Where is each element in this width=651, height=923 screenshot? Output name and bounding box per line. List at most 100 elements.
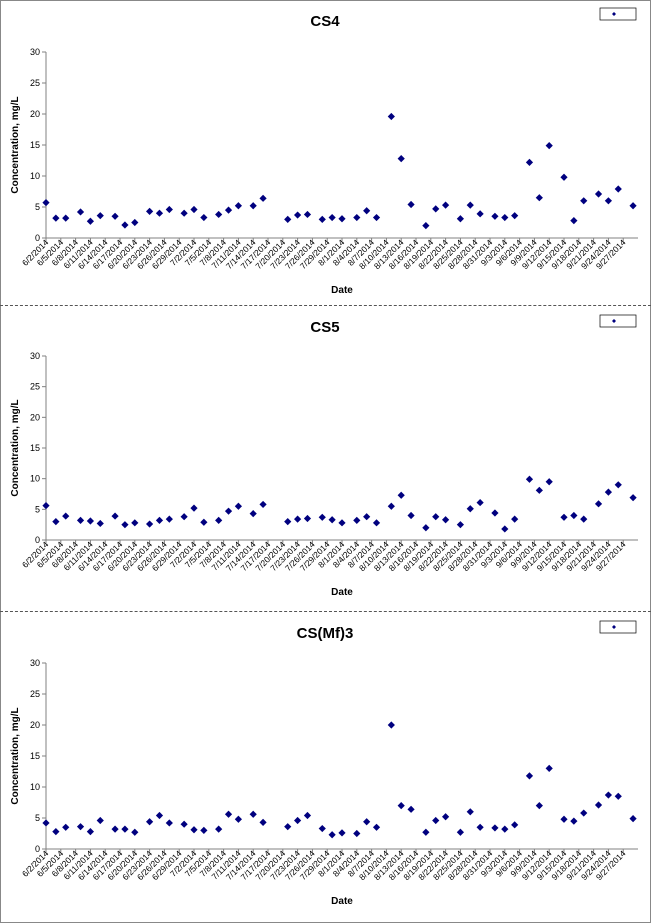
data-point: [594, 801, 603, 809]
chart-title: CS4: [310, 13, 340, 30]
data-point: [372, 213, 381, 222]
data-point: [525, 158, 534, 166]
legend: [599, 620, 637, 634]
y-tick-label: 30: [30, 658, 40, 668]
data-point: [131, 828, 139, 836]
data-point: [570, 511, 578, 520]
data-point: [456, 215, 464, 223]
legend-marker: [612, 12, 616, 16]
data-point: [259, 194, 267, 202]
data-point: [234, 502, 242, 510]
data-point: [200, 213, 208, 222]
data-point: [560, 513, 568, 521]
data-point: [580, 809, 588, 817]
y-tick-label: 25: [30, 382, 40, 392]
data-point: [466, 505, 474, 513]
data-point: [629, 815, 637, 823]
data-point: [249, 810, 257, 818]
data-point: [62, 512, 70, 520]
data-point: [545, 142, 553, 150]
data-point: [511, 515, 519, 523]
data-point: [52, 518, 60, 526]
data-point: [76, 516, 85, 524]
data-point: [146, 207, 154, 215]
data-point: [397, 802, 405, 810]
data-point: [353, 213, 361, 222]
data-point: [501, 525, 509, 533]
data-point: [491, 824, 499, 832]
data-point: [397, 155, 405, 163]
data-point: [284, 823, 292, 831]
data-point: [215, 210, 223, 219]
data-point: [249, 202, 257, 210]
chart-svg: CS50510152025306/2/20146/5/20146/8/20146…: [10, 314, 638, 598]
data-point: [614, 481, 622, 489]
data-point: [407, 200, 415, 209]
y-tick-label: 5: [35, 813, 40, 823]
data-point: [303, 210, 312, 219]
data-point: [318, 513, 326, 521]
y-axis-title: Concentration, mg/L: [10, 399, 21, 496]
data-point: [476, 823, 484, 831]
data-point: [372, 823, 381, 831]
data-point: [372, 519, 381, 527]
data-point: [604, 791, 612, 799]
data-point: [111, 512, 119, 520]
data-point: [570, 217, 578, 225]
chart-svg: CS40510152025306/2/20146/5/20146/8/20146…: [10, 7, 638, 296]
chart-panel-cs4: CS4 0 5 10 15 20 25 30 6/2/2014 6/5/2014 6/8/2014 6…: [0, 0, 651, 305]
data-point: [363, 207, 371, 215]
data-point: [570, 817, 578, 825]
data-point: [629, 202, 637, 210]
data-point: [580, 515, 588, 523]
data-point: [96, 816, 104, 825]
data-point: [387, 112, 395, 121]
y-tick-label: 20: [30, 720, 40, 730]
legend-marker: [612, 319, 616, 323]
y-tick-label: 5: [35, 202, 40, 212]
legend: [599, 314, 637, 328]
data-point: [363, 513, 371, 521]
data-point: [111, 212, 119, 220]
data-point: [328, 213, 336, 222]
data-point: [165, 205, 173, 214]
data-point: [294, 816, 302, 825]
data-point: [442, 813, 450, 821]
data-point: [86, 517, 94, 525]
data-point: [259, 818, 267, 826]
data-point: [397, 491, 405, 499]
data-point: [303, 514, 312, 523]
data-point: [86, 217, 94, 225]
data-point: [535, 802, 543, 810]
data-point: [42, 199, 50, 207]
y-axis-title: Concentration, mg/L: [10, 96, 21, 193]
y-tick-label: 0: [35, 233, 40, 243]
chart-svg: CS(Mf)30510152025306/2/20146/5/20146/8/2…: [10, 620, 638, 907]
chart-title: CS5: [310, 319, 339, 336]
data-point: [432, 205, 440, 213]
data-point: [146, 520, 154, 528]
data-point: [121, 521, 129, 529]
data-point: [442, 516, 450, 524]
data-point: [525, 475, 534, 483]
data-point: [511, 821, 519, 829]
data-point: [200, 826, 208, 834]
data-point: [294, 211, 302, 219]
data-point: [560, 815, 568, 823]
data-point: [476, 498, 484, 507]
data-point: [190, 826, 198, 834]
data-point: [387, 502, 395, 510]
data-point: [215, 825, 223, 833]
data-point: [165, 819, 173, 827]
x-axis-title: Date: [331, 285, 353, 296]
data-point: [594, 500, 603, 508]
data-point: [234, 202, 242, 210]
y-tick-label: 30: [30, 47, 40, 57]
data-point: [407, 805, 415, 813]
data-point: [121, 221, 129, 229]
y-tick-label: 10: [30, 171, 40, 181]
data-point: [121, 825, 129, 833]
data-point: [131, 218, 139, 227]
data-point: [511, 212, 519, 220]
data-point: [466, 201, 474, 209]
